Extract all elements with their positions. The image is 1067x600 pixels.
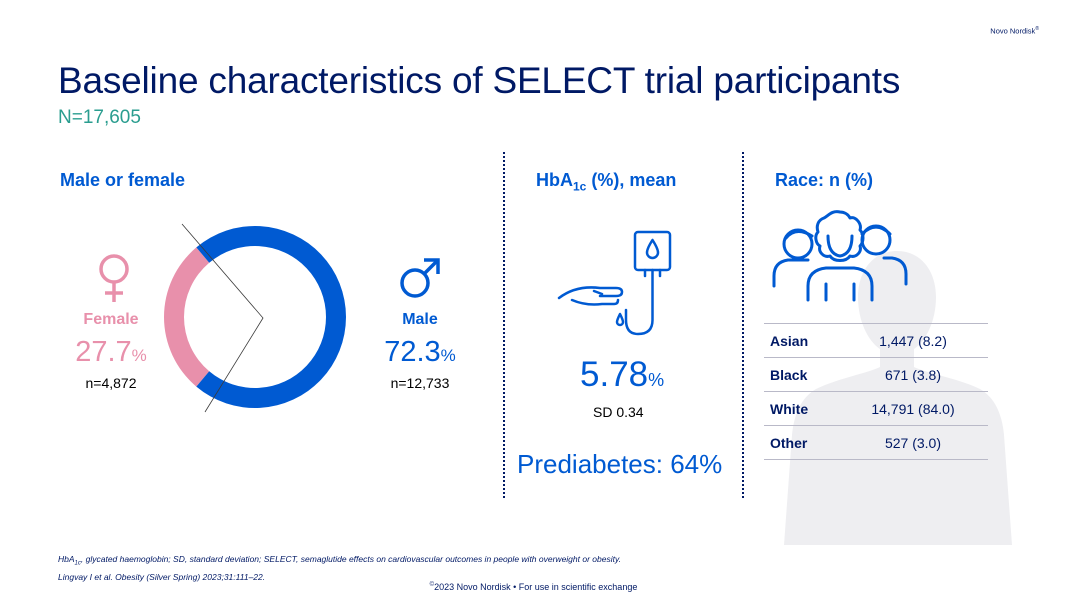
page-title: Baseline characteristics of SELECT trial… (58, 60, 901, 101)
race-row-value: 1,447 (8.2) (838, 323, 988, 358)
glucose-meter-icon (557, 230, 672, 336)
male-count: n=12,733 (390, 375, 450, 391)
female-percent-value: 27.7 (75, 336, 132, 368)
hba1c-value: 5.78% (580, 355, 664, 395)
race-row: White 14,791 (84.0) (764, 391, 988, 426)
donut-slice-male (196, 226, 346, 408)
female-symbol-icon (99, 254, 129, 302)
copyright: ©2023 Novo Nordisk • For use in scientif… (0, 582, 1067, 592)
female-label: Female (83, 311, 139, 328)
donut-slice-female (164, 247, 210, 387)
male-percent-value: 72.3 (384, 336, 441, 368)
hba1c-heading-rest: (%), mean (586, 170, 677, 190)
race-row-label: Asian (764, 323, 838, 358)
brand-logo-text: Novo Nordisk® (990, 26, 1039, 36)
sex-heading: Male or female (60, 170, 186, 190)
race-row-label: White (764, 391, 838, 426)
section-divider-right (742, 152, 744, 498)
hba1c-value-unit: % (648, 370, 665, 390)
donut-callout-line (181, 223, 264, 413)
hba1c-value-number: 5.78 (580, 355, 649, 394)
male-percent-unit: % (440, 346, 456, 365)
sample-size-label: N=17,605 (58, 107, 141, 128)
female-percent: 27.7% (41, 336, 181, 369)
male-percent: 72.3% (350, 336, 490, 369)
race-row: Other 527 (3.0) (764, 425, 988, 460)
race-row-value: 14,791 (84.0) (838, 391, 988, 426)
race-row-value: 671 (3.8) (838, 357, 988, 392)
footnote: HbA1c, glycated haemoglobin; SD, standar… (58, 553, 621, 584)
copyright-mark: © (429, 582, 435, 588)
race-row: Black 671 (3.8) (764, 357, 988, 392)
footnote-abbr-rest: , glycated haemoglobin; SD, standard dev… (80, 554, 621, 564)
race-row-value: 527 (3.0) (838, 425, 988, 460)
male-symbol-icon (400, 258, 440, 298)
race-heading: Race: n (%) (775, 170, 874, 190)
footnote-reference: Lingvay I et al. Obesity (Silver Spring)… (58, 571, 266, 582)
hba1c-heading-sub: 1c (573, 179, 587, 194)
race-table: Asian 1,447 (8.2) Black 671 (3.8) White 14,79… (764, 323, 988, 460)
section-divider-left (503, 152, 505, 498)
race-row: Asian 1,447 (8.2) (764, 323, 988, 358)
hba1c-heading: HbA1c (%), mean (536, 170, 676, 194)
male-label: Male (402, 311, 438, 328)
footnote-abbr-sub: 1c (74, 560, 81, 567)
hba1c-sd: SD 0.34 (593, 404, 644, 420)
footnote-abbr-main: HbA (58, 554, 75, 564)
brand-name: Novo Nordisk (990, 26, 1036, 36)
female-percent-unit: % (131, 346, 147, 365)
copyright-text: 2023 Novo Nordisk • For use in scientifi… (434, 582, 638, 592)
race-row-label: Other (764, 425, 838, 460)
footnote-abbreviations: HbA1c, glycated haemoglobin; SD, standar… (58, 553, 621, 571)
brand-mark: ® (1035, 26, 1039, 32)
female-count: n=4,872 (85, 375, 137, 391)
hba1c-heading-main: HbA (536, 170, 573, 190)
prediabetes-label: Prediabetes: 64% (517, 449, 723, 479)
sex-donut-chart (164, 223, 346, 413)
race-row-label: Black (764, 357, 838, 392)
people-group-icon (772, 210, 908, 302)
